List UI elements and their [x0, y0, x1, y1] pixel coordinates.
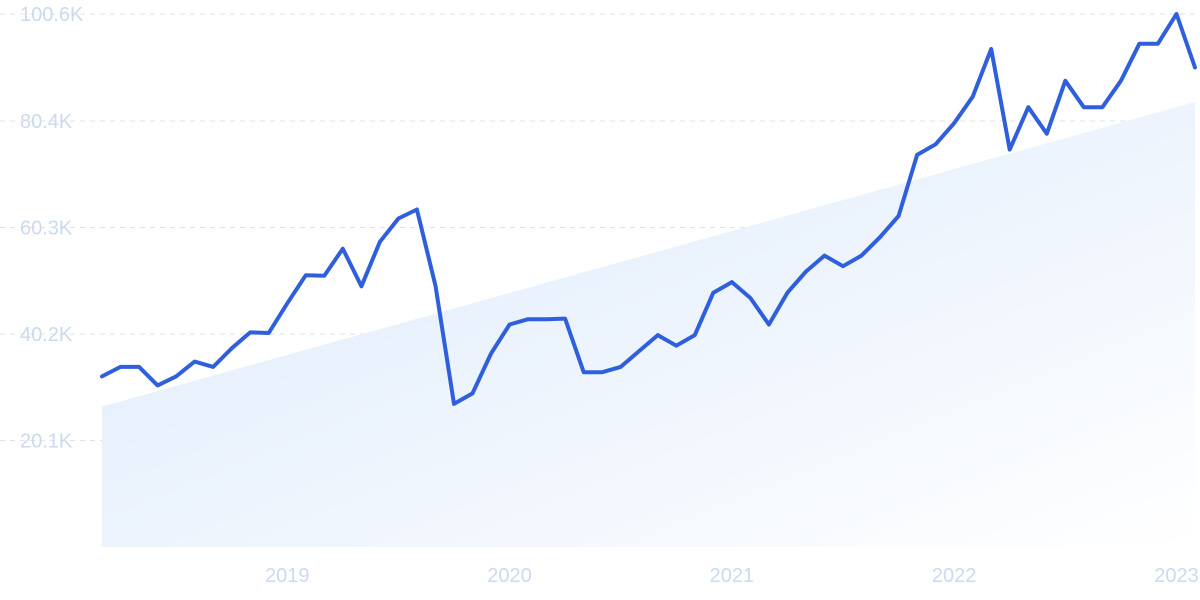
x-tick-label: 2020 [487, 565, 532, 587]
x-axis-ticks: 2019 2020 2021 2022 2023 [265, 565, 1199, 587]
x-tick-label: 2023 [1154, 565, 1199, 587]
series-layer [100, 12, 1197, 406]
y-axis-ticks: 20.1K 40.2K 60.3K 80.4K 100.6K [20, 4, 84, 453]
trend-area-layer [102, 101, 1195, 548]
series-line [100, 12, 1197, 406]
trend-area [102, 101, 1195, 548]
x-tick-label: 2022 [932, 565, 977, 587]
y-tick-label: 80.4K [20, 111, 73, 133]
x-tick-label: 2021 [710, 565, 755, 587]
y-tick-label: 20.1K [20, 431, 73, 453]
y-tick-label: 60.3K [20, 218, 73, 240]
y-tick-label: 100.6K [20, 4, 84, 26]
y-tick-label: 40.2K [20, 324, 73, 346]
x-tick-label: 2019 [265, 565, 310, 587]
